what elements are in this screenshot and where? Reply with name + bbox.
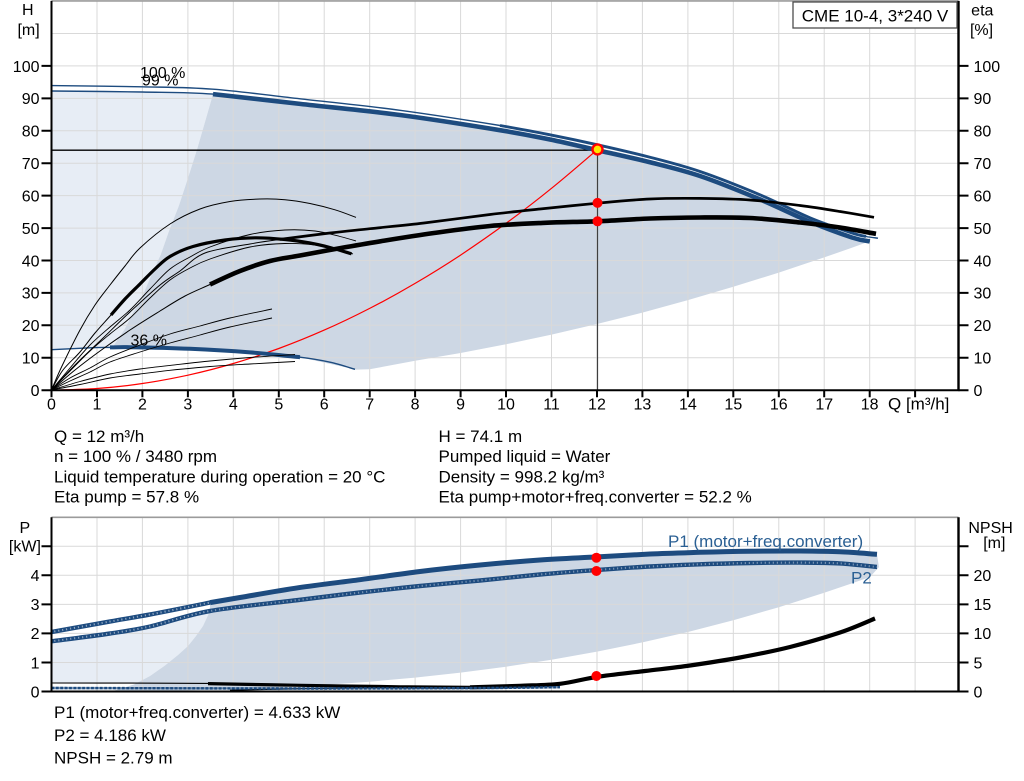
svg-text:10: 10 (974, 351, 992, 368)
svg-text:13: 13 (634, 397, 652, 414)
svg-text:H: H (22, 2, 34, 19)
svg-text:eta: eta (971, 2, 993, 19)
svg-text:H = 74.1 m: H = 74.1 m (439, 427, 523, 446)
svg-text:80: 80 (22, 124, 40, 141)
svg-text:2: 2 (31, 626, 40, 643)
svg-text:36 %: 36 % (131, 332, 167, 349)
svg-text:0: 0 (974, 684, 983, 701)
svg-text:5: 5 (974, 655, 983, 672)
svg-text:P2: P2 (851, 568, 872, 587)
svg-text:17: 17 (815, 397, 833, 414)
svg-text:0: 0 (31, 383, 40, 400)
svg-text:20: 20 (974, 318, 992, 335)
svg-text:P2 = 4.186 kW: P2 = 4.186 kW (54, 726, 166, 745)
svg-text:100: 100 (13, 59, 40, 76)
svg-text:70: 70 (974, 156, 992, 173)
svg-text:NPSH = 2.79 m: NPSH = 2.79 m (54, 749, 173, 768)
svg-text:6: 6 (320, 397, 329, 414)
svg-text:10: 10 (497, 397, 515, 414)
svg-text:Pumped liquid = Water: Pumped liquid = Water (439, 447, 611, 466)
svg-text:3: 3 (31, 597, 40, 614)
svg-text:99 %: 99 % (142, 72, 178, 89)
svg-text:100 %: 100 % (140, 65, 185, 82)
svg-text:n = 100 % / 3480 rpm: n = 100 % / 3480 rpm (54, 447, 217, 466)
svg-text:Q [m³/h]: Q [m³/h] (888, 395, 949, 414)
svg-text:P1 (motor+freq.converter) = 4.: P1 (motor+freq.converter) = 4.633 kW (54, 703, 340, 722)
svg-text:2: 2 (138, 397, 147, 414)
svg-text:1: 1 (31, 655, 40, 672)
svg-text:14: 14 (679, 397, 697, 414)
svg-text:40: 40 (974, 253, 992, 270)
svg-text:50: 50 (22, 221, 40, 238)
svg-text:90: 90 (974, 91, 992, 108)
svg-text:Eta pump = 57.8 %: Eta pump = 57.8 % (54, 488, 199, 507)
svg-text:CME 10-4, 3*240 V: CME 10-4, 3*240 V (802, 7, 949, 26)
svg-text:8: 8 (411, 397, 420, 414)
svg-text:0: 0 (974, 383, 983, 400)
svg-text:18: 18 (861, 397, 879, 414)
svg-text:15: 15 (974, 597, 992, 614)
svg-text:NPSH: NPSH (968, 520, 1012, 537)
svg-text:Eta pump+motor+freq.converter: Eta pump+motor+freq.converter = 52.2 % (439, 488, 752, 507)
svg-text:60: 60 (22, 188, 40, 205)
svg-text:90: 90 (22, 91, 40, 108)
svg-text:[kW]: [kW] (9, 539, 41, 556)
svg-text:7: 7 (365, 397, 374, 414)
svg-text:10: 10 (22, 351, 40, 368)
svg-text:10: 10 (974, 626, 992, 643)
svg-text:Q = 12 m³/h: Q = 12 m³/h (54, 427, 144, 446)
svg-text:50: 50 (974, 221, 992, 238)
svg-text:[m]: [m] (983, 535, 1005, 552)
svg-text:20: 20 (974, 568, 992, 585)
svg-text:16: 16 (770, 397, 788, 414)
svg-text:Density = 998.2 kg/m³: Density = 998.2 kg/m³ (439, 467, 605, 486)
svg-text:P1 (motor+freq.converter): P1 (motor+freq.converter) (668, 532, 863, 551)
svg-text:4: 4 (229, 397, 238, 414)
svg-text:P: P (19, 520, 30, 537)
svg-text:30: 30 (974, 286, 992, 303)
svg-text:4: 4 (31, 568, 40, 585)
svg-text:[m]: [m] (17, 22, 39, 39)
svg-text:70: 70 (22, 156, 40, 173)
svg-text:100: 100 (974, 59, 1001, 76)
svg-text:9: 9 (456, 397, 465, 414)
svg-text:0: 0 (47, 397, 56, 414)
svg-text:80: 80 (974, 124, 992, 141)
svg-text:12: 12 (588, 397, 606, 414)
svg-text:1: 1 (93, 397, 102, 414)
svg-text:40: 40 (22, 253, 40, 270)
svg-text:0: 0 (31, 684, 40, 701)
svg-text:60: 60 (974, 188, 992, 205)
svg-text:Liquid temperature during oper: Liquid temperature during operation = 20… (54, 467, 385, 486)
svg-text:3: 3 (183, 397, 192, 414)
svg-text:30: 30 (22, 286, 40, 303)
svg-text:[%]: [%] (970, 22, 993, 39)
svg-text:5: 5 (274, 397, 283, 414)
svg-text:20: 20 (22, 318, 40, 335)
svg-text:11: 11 (543, 397, 560, 414)
svg-text:15: 15 (724, 397, 742, 414)
